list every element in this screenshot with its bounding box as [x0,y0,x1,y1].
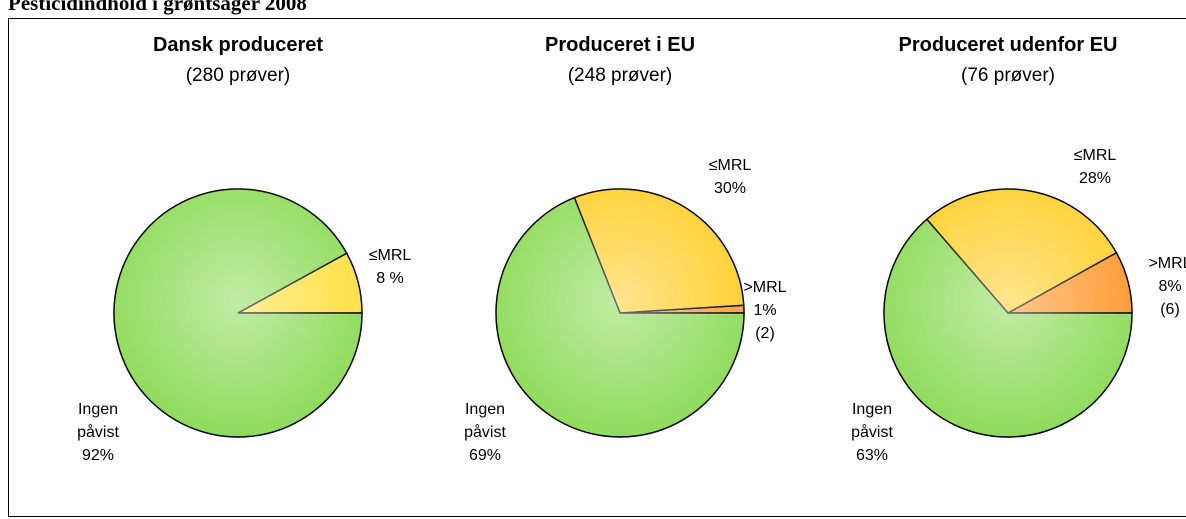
chart-title: Produceret udenfor EU [898,34,1118,56]
page-title: Pesticidindhold i grøntsager 2008 [8,0,307,15]
chart-subtitle: (248 prøver) [567,65,673,86]
slice-label: >MRL 1% (2) [735,276,795,345]
slice-label: Ingen påvist 69% [455,398,515,467]
value-label: 8 % [376,270,404,287]
category-label: >MRL [743,279,787,296]
value-label: 92% [81,447,115,464]
category-label: Ingen påvist [77,401,119,441]
value-label: 63% [855,447,889,464]
category-label: ≤MRL [708,157,752,174]
category-label: ≤MRL [1073,147,1117,164]
value-label: 1% [753,302,777,319]
category-label: Ingen påvist [464,401,506,441]
slice-label: ≤MRL 30% [700,154,760,200]
slice-label: ≤MRL 8 % [360,244,420,290]
slice-label: Ingen påvist 92% [68,398,128,467]
chart-title: Dansk produceret [152,34,324,56]
category-label: Ingen påvist [851,401,893,441]
value-label: 8% [1158,278,1182,295]
pie-slice [113,188,363,438]
chart-frame [8,18,1186,517]
category-label: >MRL [1148,255,1186,272]
value-label: 28% [1078,170,1112,187]
slice-label: Ingen påvist 63% [842,398,902,467]
chart-subtitle: (280 prøver) [185,65,291,86]
annotation: (6) [1160,301,1180,318]
annotation: (2) [755,325,775,342]
value-label: 30% [713,180,747,197]
slice-label: >MRL 8% (6) [1140,252,1186,321]
category-label: ≤MRL [368,247,412,264]
chart-title: Produceret i EU [544,34,696,56]
slice-label: ≤MRL 28% [1065,144,1125,190]
value-label: 69% [468,447,502,464]
chart-subtitle: (76 prøver) [961,65,1055,86]
